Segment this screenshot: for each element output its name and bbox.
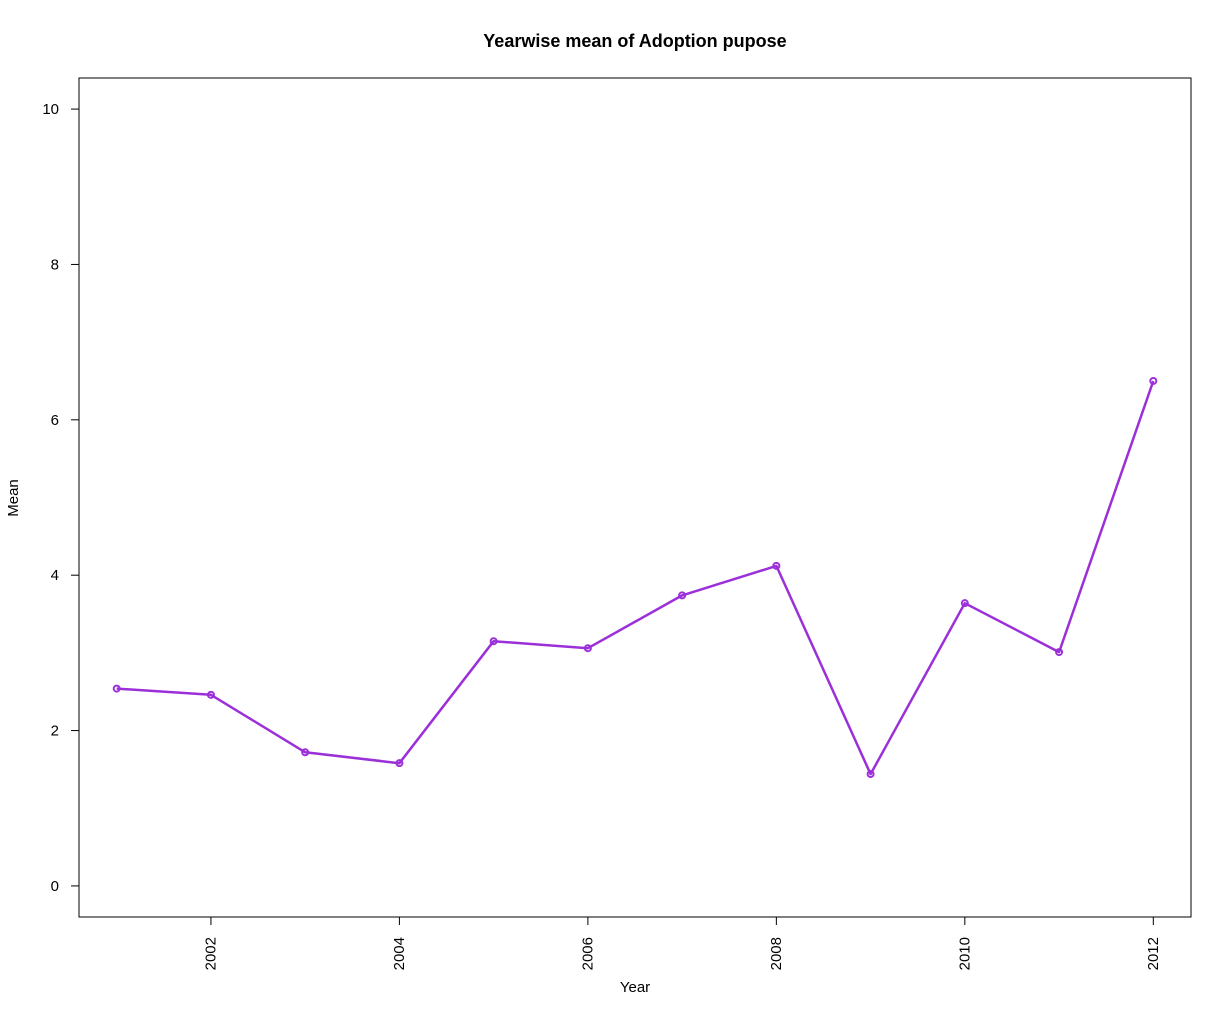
y-tick-label: 6 <box>51 412 59 429</box>
data-point <box>960 599 969 608</box>
data-point <box>489 637 498 646</box>
y-tick-label: 4 <box>51 567 59 584</box>
data-point <box>112 684 121 693</box>
data-point <box>678 591 687 600</box>
y-axis: 0 2 4 6 8 10 <box>42 101 79 895</box>
series-layer <box>112 376 1158 779</box>
y-tick-label: 10 <box>42 101 59 118</box>
x-tick-label: 2004 <box>391 937 408 970</box>
data-point <box>866 770 875 779</box>
data-point <box>1055 648 1064 657</box>
data-point <box>206 690 215 699</box>
x-tick-label: 2010 <box>956 937 973 970</box>
data-point <box>301 748 310 757</box>
y-tick-label: 8 <box>51 256 59 273</box>
data-point <box>583 644 592 653</box>
x-tick-label: 2006 <box>579 937 596 970</box>
y-tick-label: 2 <box>51 723 59 740</box>
x-tick-label: 2002 <box>202 937 219 970</box>
data-point <box>1149 376 1158 385</box>
x-tick-label: 2012 <box>1145 937 1162 970</box>
y-axis-label: Mean <box>5 479 22 517</box>
data-point <box>395 759 404 768</box>
plot-frame <box>78 77 1192 918</box>
data-point <box>772 561 781 570</box>
x-tick-label: 2008 <box>768 937 785 970</box>
x-axis: 2002 2004 2006 2008 2010 2012 <box>202 917 1162 970</box>
chart-title: Yearwise mean of Adoption pupose <box>483 31 786 51</box>
x-axis-label: Year <box>620 979 650 996</box>
series-line <box>116 380 1155 776</box>
y-tick-label: 0 <box>51 878 59 895</box>
